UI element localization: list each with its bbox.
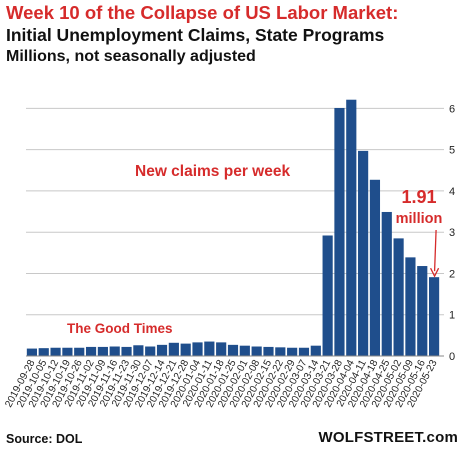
- y-tick-label: 0: [449, 351, 455, 363]
- bar: [180, 343, 191, 356]
- bar: [405, 257, 416, 356]
- bar: [358, 150, 369, 356]
- bar: [346, 99, 357, 356]
- bar: [334, 107, 345, 356]
- arrow-head: [430, 267, 440, 278]
- bar: [192, 342, 203, 356]
- series-annotation: New claims per week: [135, 163, 290, 180]
- bar: [251, 346, 262, 356]
- bar: [109, 346, 120, 356]
- bar: [74, 347, 85, 356]
- bar: [275, 347, 286, 356]
- chart-title: Week 10 of the Collapse of US Labor Mark…: [6, 2, 399, 23]
- bar: [381, 211, 392, 356]
- good-times-annotation: The Good Times: [67, 321, 173, 336]
- bar: [239, 345, 250, 356]
- bar: [298, 347, 310, 356]
- bar: [287, 347, 298, 356]
- y-tick-label: 1: [449, 310, 455, 322]
- bar: [156, 344, 168, 356]
- bar: [121, 346, 132, 356]
- bar: [97, 346, 108, 356]
- y-tick-label: 5: [449, 145, 455, 157]
- chart-units: Millions, not seasonally adjusted: [6, 48, 256, 65]
- source-note: Source: DOL: [6, 432, 83, 446]
- bar: [216, 342, 227, 356]
- chart-header: Week 10 of the Collapse of US Labor Mark…: [6, 2, 461, 67]
- y-tick-label: 4: [449, 186, 455, 198]
- chart-subtitle: Initial Unemployment Claims, State Progr…: [6, 25, 385, 45]
- bar: [263, 346, 274, 356]
- arrow-line: [433, 229, 437, 272]
- bar: [428, 277, 440, 356]
- bar: [310, 345, 321, 356]
- bar: [50, 347, 61, 356]
- y-tick-label: 6: [449, 103, 455, 115]
- brand-label: WOLFSTREET.com: [318, 429, 458, 446]
- last-value-annotation: 1.91: [401, 187, 436, 207]
- bar: [168, 342, 179, 356]
- y-tick-label: 3: [449, 227, 455, 239]
- bar: [204, 341, 215, 356]
- bar: [133, 345, 144, 356]
- bar: [85, 346, 97, 356]
- bar: [322, 235, 333, 356]
- last-value-unit-annotation: million: [396, 211, 443, 227]
- y-tick-label: 2: [449, 268, 455, 280]
- bar: [417, 266, 428, 356]
- bar: [38, 348, 49, 356]
- bar: [227, 344, 239, 356]
- bar: [369, 179, 381, 356]
- bar: [62, 347, 73, 356]
- bar: [393, 238, 404, 356]
- bar: [145, 346, 156, 356]
- bar: [26, 348, 38, 356]
